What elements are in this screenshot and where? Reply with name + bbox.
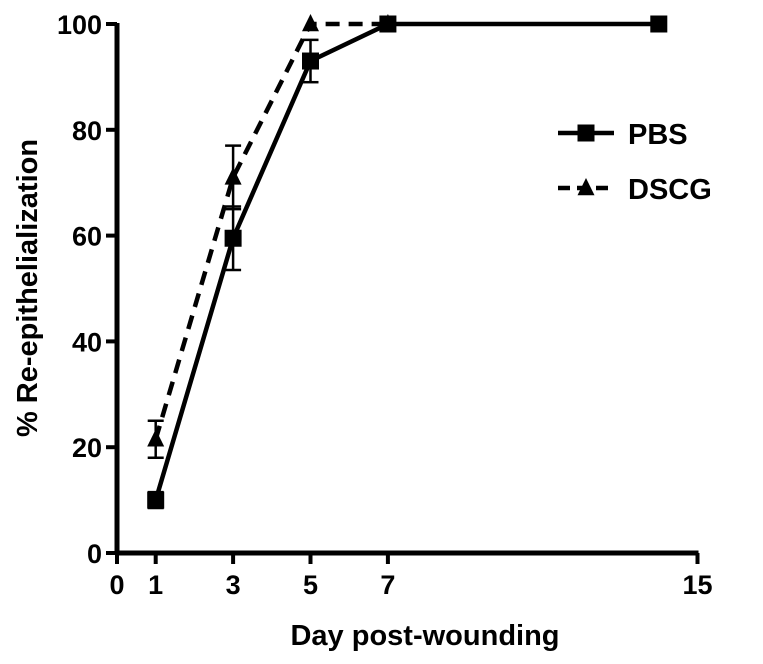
series-dscg [147, 13, 397, 460]
square-marker [147, 491, 165, 509]
x-tick-label: 15 [682, 570, 712, 600]
axes [114, 23, 699, 556]
legend-label: PBS [628, 119, 688, 151]
x-tick-label: 3 [226, 570, 241, 600]
x-axis-title: Day post-wounding [290, 620, 559, 652]
legend-label: DSCG [628, 174, 712, 206]
y-tick-label: 100 [57, 10, 102, 40]
square-marker [577, 124, 595, 142]
triangle-marker [577, 177, 595, 196]
y-tick-label: 80 [72, 116, 102, 146]
legend-item-dscg: DSCG [558, 174, 712, 206]
series-layer [147, 13, 668, 510]
series-pbs [147, 15, 668, 510]
series-line [153, 21, 659, 501]
x-tick-label: 7 [380, 570, 395, 600]
triangle-marker [147, 429, 165, 447]
x-tick-label: 0 [109, 570, 124, 600]
series-line [153, 21, 388, 440]
y-axis-title: % Re-epithelialization [12, 139, 44, 437]
y-tick-label: 0 [87, 539, 102, 569]
square-marker [379, 15, 397, 33]
triangle-marker [224, 167, 242, 185]
y-tick-label: 60 [72, 222, 102, 252]
triangle-marker [302, 13, 319, 32]
square-marker [650, 15, 668, 33]
square-marker [224, 229, 242, 247]
x-tick-label: 5 [303, 570, 318, 600]
x-tick-label: 1 [148, 570, 163, 600]
legend-item-pbs: PBS [558, 119, 688, 151]
legend: PBS DSCG [558, 119, 712, 206]
y-tick-label: 40 [72, 327, 102, 357]
y-tick-label: 20 [72, 433, 102, 463]
square-marker [302, 52, 319, 70]
